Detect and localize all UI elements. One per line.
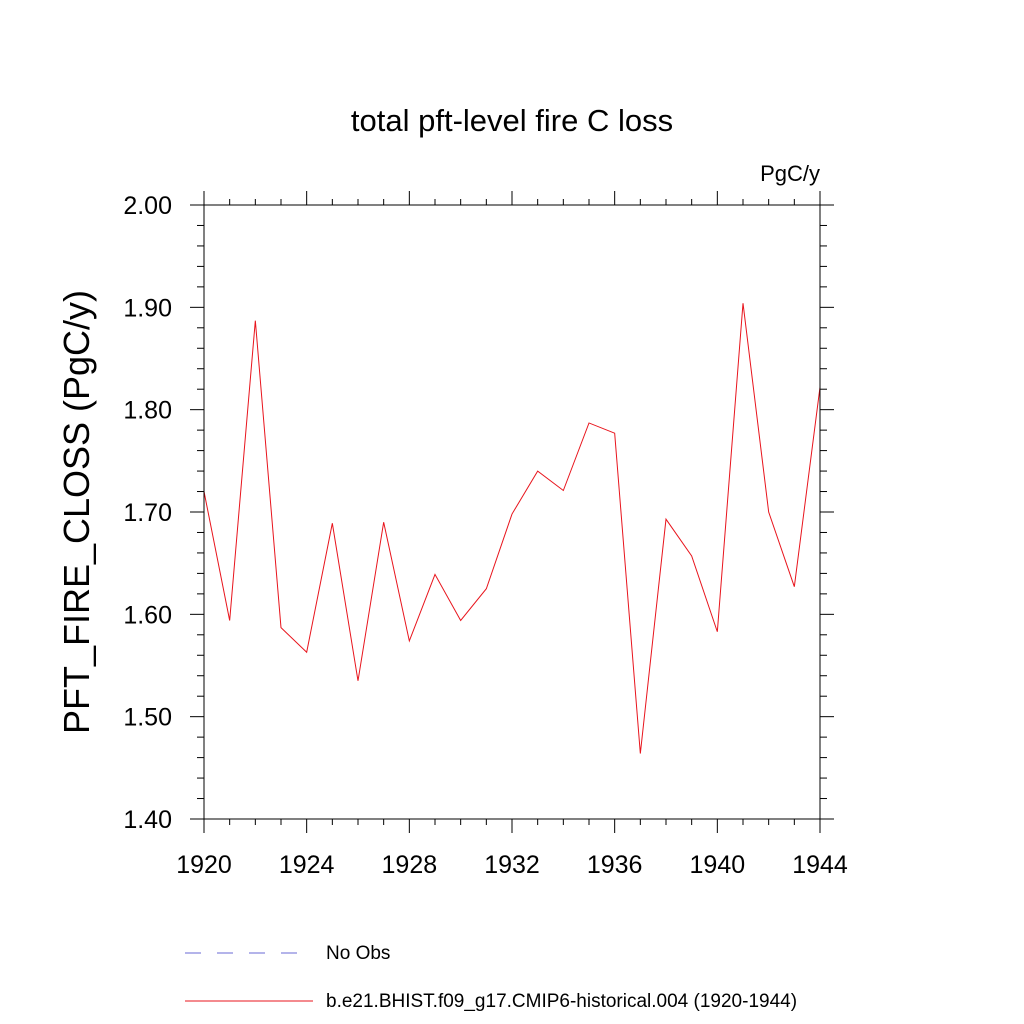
axis-ticks xyxy=(190,191,834,833)
series-lines xyxy=(203,303,821,754)
legend-label-series: b.e21.BHIST.f09_g17.CMIP6-historical.004… xyxy=(326,991,797,1012)
plot-frame xyxy=(203,204,821,820)
x-tick-label: 1924 xyxy=(279,851,335,879)
legend: No Obs b.e21.BHIST.f09_g17.CMIP6-histori… xyxy=(185,943,797,1012)
x-tick-label: 1932 xyxy=(484,851,540,879)
y-tick-label: 1.40 xyxy=(123,806,172,834)
y-tick-label: 1.50 xyxy=(123,704,172,732)
units-label: PgC/y xyxy=(760,161,820,186)
y-tick-label: 1.60 xyxy=(123,601,172,629)
y-tick-label: 1.90 xyxy=(123,294,172,322)
y-tick-label: 1.80 xyxy=(123,397,172,425)
chart-title: total pft-level fire C loss xyxy=(351,103,673,138)
x-tick-label: 1944 xyxy=(792,851,848,879)
series-line xyxy=(203,303,821,754)
tick-labels: 1920 1924 1928 1932 1936 1940 1944 1.40 1.50 1.60… xyxy=(123,192,848,879)
x-tick-label: 1936 xyxy=(587,851,643,879)
x-tick-label: 1920 xyxy=(176,851,232,879)
y-tick-label: 1.70 xyxy=(123,499,172,527)
legend-label-no-obs: No Obs xyxy=(326,943,390,964)
x-tick-label: 1928 xyxy=(382,851,438,879)
x-tick-label: 1940 xyxy=(690,851,746,879)
y-tick-label: 2.00 xyxy=(123,192,172,220)
y-axis-label: PFT_FIRE_CLOSS (PgC/y) xyxy=(56,290,97,734)
